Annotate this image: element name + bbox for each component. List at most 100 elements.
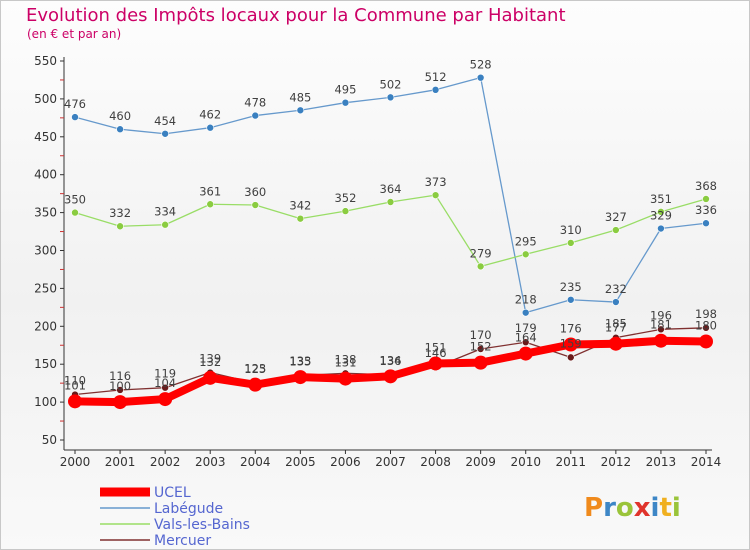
chart-subtitle: (en € et par an) <box>27 27 121 41</box>
logo-letter: x <box>634 493 651 523</box>
x-tick-label: 2012 <box>601 455 632 469</box>
data-point-vals-les-bains <box>206 200 215 209</box>
data-label-vals-les-bains: 310 <box>560 223 582 237</box>
data-label-vals-les-bains: 364 <box>380 182 402 196</box>
data-point-ucel <box>518 346 533 361</box>
data-label-mercuer: 185 <box>605 317 627 331</box>
data-point-lab-gude <box>612 298 620 306</box>
x-tick-label: 2009 <box>465 455 496 469</box>
data-point-mercuer <box>476 345 485 353</box>
data-point-lab-gude <box>702 219 710 228</box>
y-tick-label: 50 <box>42 433 57 447</box>
x-tick-label: 2003 <box>195 455 226 469</box>
y-tick-label: 450 <box>34 130 57 144</box>
data-label-lab-gude: 218 <box>515 293 537 307</box>
x-tick-label: 2004 <box>240 455 271 469</box>
data-label-mercuer: 116 <box>109 369 131 383</box>
data-label-mercuer: 119 <box>154 367 176 381</box>
data-point-vals-les-bains <box>612 226 620 234</box>
data-point-lab-gude <box>341 98 350 107</box>
data-label-mercuer: 138 <box>334 352 356 366</box>
data-label-lab-gude: 495 <box>334 83 356 97</box>
data-label-mercuer: 146 <box>425 346 447 360</box>
data-point-vals-les-bains <box>476 262 485 271</box>
axes: 50 100 150 200 250 300 350 400 450 500 550 2000 2001… <box>34 54 721 469</box>
data-label-mercuer: 196 <box>650 308 672 322</box>
x-tick-label: 2008 <box>420 455 451 469</box>
data-point-vals-les-bains <box>386 198 395 206</box>
data-point-ucel <box>383 369 398 384</box>
data-point-vals-les-bains <box>431 191 440 199</box>
data-point-ucel <box>699 334 713 349</box>
data-label-vals-les-bains: 279 <box>470 246 492 260</box>
data-point-lab-gude <box>71 113 79 121</box>
data-point-ucel <box>248 377 263 392</box>
data-label-vals-les-bains: 361 <box>199 184 221 198</box>
data-point-ucel <box>473 355 488 370</box>
data-label-ucel: 152 <box>470 340 492 354</box>
data-label-ucel: 180 <box>695 318 717 332</box>
data-label-vals-les-bains: 327 <box>605 210 627 224</box>
data-point-ucel <box>338 371 353 386</box>
data-point-vals-les-bains <box>657 208 665 216</box>
data-point-ucel <box>428 356 443 371</box>
data-label-lab-gude: 454 <box>154 114 176 128</box>
chart-title: Evolution des Impôts locaux pour la Comm… <box>26 5 566 26</box>
data-point-mercuer <box>657 325 665 334</box>
data-label-lab-gude: 235 <box>560 280 582 294</box>
legend-label-vals-les-bains: Vals-les-Bains <box>154 517 250 533</box>
series-layer <box>68 73 713 410</box>
data-label-vals-les-bains: 352 <box>334 191 356 205</box>
data-label-vals-les-bains: 295 <box>515 234 537 248</box>
logo-letter: o <box>616 493 634 523</box>
y-tick-label: 250 <box>34 281 57 295</box>
data-point-ucel <box>203 370 218 385</box>
data-point-lab-gude <box>566 295 575 304</box>
x-tick-label: 2005 <box>285 455 316 469</box>
y-tick-label: 200 <box>34 319 57 333</box>
data-label-mercuer: 125 <box>244 362 266 376</box>
data-label-vals-les-bains: 373 <box>425 175 447 189</box>
data-point-vals-les-bains <box>116 222 124 231</box>
proxiti-logo-text: Proxiti <box>584 493 681 523</box>
data-point-vals-les-bains <box>702 195 710 203</box>
data-point-vals-les-bains <box>521 250 530 259</box>
data-label-lab-gude: 502 <box>380 77 402 91</box>
data-point-ucel <box>563 337 578 352</box>
data-label-mercuer: 159 <box>560 336 582 350</box>
data-point-mercuer <box>161 383 169 392</box>
data-label-lab-gude: 329 <box>650 209 672 223</box>
data-label-mercuer: 170 <box>470 328 492 342</box>
data-point-lab-gude <box>657 224 665 233</box>
data-label-lab-gude: 476 <box>64 97 86 111</box>
data-point-vals-les-bains <box>161 220 169 229</box>
data-point-vals-les-bains <box>566 239 575 247</box>
data-label-ucel: 151 <box>425 340 447 354</box>
data-label-ucel: 164 <box>515 331 537 345</box>
data-labels: 476 460 454 462 478 485 495 502 512 528 218 235 232 3… <box>64 58 717 393</box>
data-point-ucel <box>293 370 308 385</box>
x-tick-label: 2002 <box>150 455 181 469</box>
data-label-lab-gude: 462 <box>199 108 221 122</box>
data-label-mercuer: 110 <box>64 374 86 388</box>
data-point-lab-gude <box>116 125 124 134</box>
data-label-lab-gude: 478 <box>244 96 266 110</box>
data-label-mercuer: 179 <box>515 321 537 335</box>
data-label-mercuer: 198 <box>695 307 717 321</box>
legend-label-mercuer: Mercuer <box>154 533 211 549</box>
x-tick-label: 2007 <box>375 455 406 469</box>
data-point-lab-gude <box>161 129 169 138</box>
x-tick-label: 2001 <box>105 455 136 469</box>
x-tick-label: 2011 <box>556 455 587 469</box>
data-point-mercuer <box>566 353 575 362</box>
data-label-ucel: 101 <box>64 378 86 392</box>
data-label-ucel: 134 <box>380 353 402 367</box>
data-point-ucel <box>68 394 82 409</box>
data-label-lab-gude: 232 <box>605 282 627 296</box>
data-label-lab-gude: 485 <box>289 90 311 104</box>
data-label-vals-les-bains: 332 <box>109 206 131 220</box>
x-tick-label: 2006 <box>330 455 361 469</box>
data-label-ucel: 100 <box>109 379 131 393</box>
legend-label-lab-gude: Labégude <box>154 501 223 517</box>
